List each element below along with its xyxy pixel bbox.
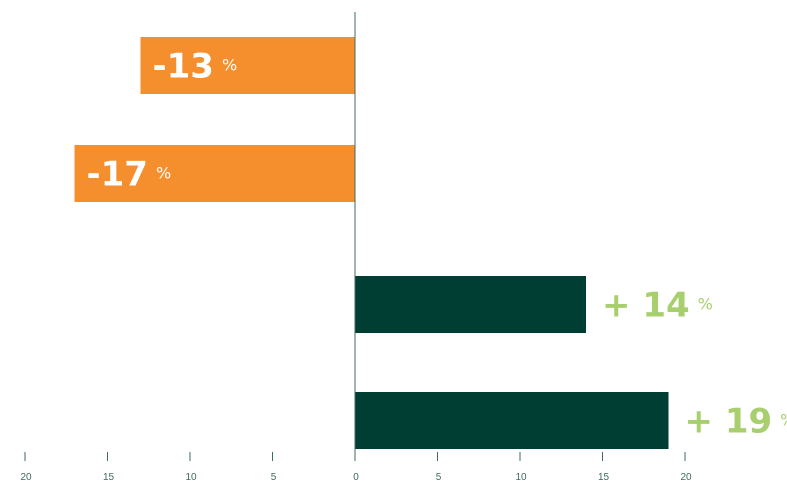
bar-2 [74,145,355,202]
data-label-2: -17% [87,155,172,195]
x-tick-label: 5 [271,472,277,482]
data-label-value: -13 [153,47,214,87]
x-tick-label: 0 [353,472,359,482]
data-label-unit: % [780,411,787,430]
x-tick-label: 20 [20,472,32,482]
data-label-unit: % [222,56,237,75]
data-label-value: -17 [87,155,148,195]
data-label-value: + 19 [685,402,773,442]
bar-1 [140,37,355,94]
x-tick-label: 10 [185,472,197,482]
bar-3 [355,276,586,333]
x-tick-label: 20 [680,472,692,482]
data-label-3: + 14% [602,286,713,326]
data-label-unit: % [698,295,713,314]
x-tick-label: 15 [103,472,115,482]
x-tick-label: 5 [436,472,442,482]
data-label-1: -13% [153,47,238,87]
data-label-unit: % [156,164,171,183]
bar-4 [355,392,669,449]
data-label-value: + 14 [602,286,690,326]
data-label-4: + 19% [685,402,787,442]
x-tick-label: 15 [598,472,610,482]
x-tick-label: 10 [515,472,527,482]
